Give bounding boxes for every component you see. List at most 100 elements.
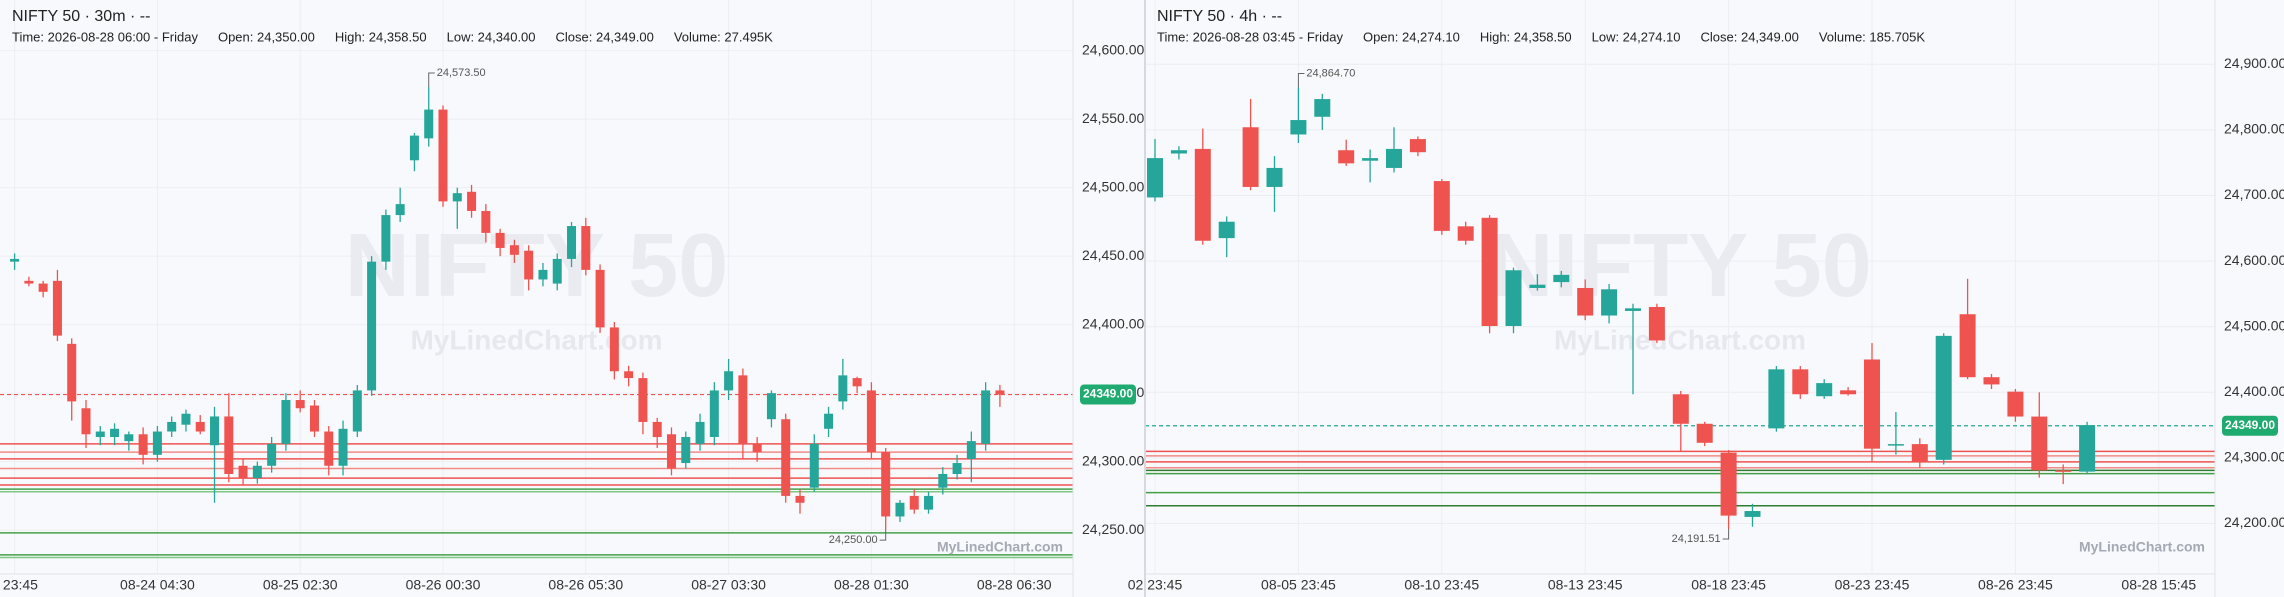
x-tick-label: 08-05 23:45 bbox=[1261, 577, 1336, 593]
candle-body bbox=[1672, 394, 1689, 424]
candle-body bbox=[395, 204, 405, 216]
candle-body bbox=[595, 269, 605, 328]
credit: MyLinedChart.com bbox=[2079, 539, 2205, 555]
watermark-site: MyLinedChart.com bbox=[1554, 324, 1806, 355]
candle-body bbox=[1840, 390, 1857, 395]
candle-body bbox=[1481, 217, 1498, 327]
x-tick-label: 08-23 23:45 bbox=[1835, 577, 1910, 593]
plot: NIFTY 50 MyLinedChart.com 24,573.50 24,250.… bbox=[0, 0, 1073, 574]
candle-body bbox=[624, 371, 634, 379]
annotation-label: 24,191.51 bbox=[1672, 533, 1721, 545]
price-tag bbox=[2222, 415, 2278, 436]
candle-body bbox=[538, 269, 548, 280]
annotation-label: 24,864.70 bbox=[1306, 67, 1355, 79]
y-tick-label: 24,800.00 bbox=[2224, 121, 2284, 137]
candle-body bbox=[1887, 444, 1904, 446]
candle-body bbox=[1218, 221, 1235, 239]
candle-body bbox=[1983, 377, 2000, 385]
candle-body bbox=[10, 258, 20, 262]
x-tick-label: 08-13 23:45 bbox=[1548, 577, 1623, 593]
candle-body bbox=[609, 327, 619, 372]
candle-body bbox=[581, 226, 591, 270]
candle-body bbox=[438, 109, 448, 202]
annotation-pointer bbox=[428, 72, 435, 87]
candle-body bbox=[409, 135, 419, 161]
candle-body bbox=[966, 441, 976, 459]
candle-body bbox=[38, 283, 48, 292]
y-tick-label: 24,500.00 bbox=[2224, 317, 2284, 333]
chart-panel: NIFTY 50 MyLinedChart.com 24,864.70 24,191.… bbox=[1128, 0, 2284, 597]
x-tick-label: 08-27 03:30 bbox=[691, 577, 766, 593]
info-item: Close: 24,349.00 bbox=[1701, 29, 1799, 44]
candle-body bbox=[138, 434, 148, 455]
credit: MyLinedChart.com bbox=[937, 539, 1063, 555]
candle-body bbox=[852, 378, 862, 387]
candle-body bbox=[638, 378, 648, 422]
candle-body bbox=[909, 495, 919, 510]
candle-body bbox=[1911, 444, 1928, 462]
y-tick-label: 24,250.00 bbox=[1082, 521, 1144, 537]
candle-body bbox=[1314, 99, 1331, 117]
candle-body bbox=[866, 390, 876, 453]
y-tick-label: 24,450.00 bbox=[1082, 247, 1144, 263]
annotation-label: 24,250.00 bbox=[829, 534, 878, 546]
x-tick-label: 08-26 23:45 bbox=[1978, 577, 2053, 593]
candle-body bbox=[152, 431, 162, 455]
info-item: Volume: 27.495K bbox=[674, 29, 773, 44]
x-tick-label: 08-24 04:30 bbox=[120, 577, 195, 593]
info-item: High: 24,358.50 bbox=[335, 29, 427, 44]
candle-body bbox=[67, 343, 77, 402]
candle-body bbox=[824, 413, 834, 429]
info-item: Open: 24,350.00 bbox=[218, 29, 315, 44]
y-tick-label: 24,500.00 bbox=[1082, 178, 1144, 194]
candle-body bbox=[695, 421, 705, 444]
info-item: Open: 24,274.10 bbox=[1363, 29, 1460, 44]
candle-body bbox=[552, 258, 562, 284]
candle-body bbox=[1194, 148, 1211, 241]
info-item: Time: 2026-08-28 03:45 - Friday bbox=[1157, 29, 1343, 44]
candle-body bbox=[652, 421, 662, 438]
candle-body bbox=[1816, 383, 1833, 397]
candle-body bbox=[324, 431, 334, 466]
candle-body bbox=[267, 443, 277, 466]
candle-body bbox=[1338, 150, 1355, 164]
candle-body bbox=[1744, 511, 1761, 517]
candle-body bbox=[1792, 369, 1809, 395]
candle-body bbox=[1242, 127, 1259, 187]
candle-body bbox=[210, 416, 220, 446]
candle-body bbox=[995, 390, 1005, 395]
candle-body bbox=[452, 193, 462, 202]
x-tick-label: 08-28 01:30 bbox=[834, 577, 909, 593]
x-tick-label: 02 23:45 bbox=[1128, 577, 1183, 593]
watermark-site: MyLinedChart.com bbox=[410, 324, 662, 355]
candle-body bbox=[567, 226, 577, 259]
info-item: Volume: 185.705K bbox=[1819, 29, 1926, 44]
candle-body bbox=[766, 393, 776, 420]
x-tick-label: 08-28 15:45 bbox=[2121, 577, 2196, 593]
candle-body bbox=[1505, 270, 1522, 327]
candle-body bbox=[52, 280, 62, 336]
candle-body bbox=[495, 232, 505, 248]
y-tick-label: 24,700.00 bbox=[2224, 186, 2284, 202]
x-tick-label: 08-10 23:45 bbox=[1404, 577, 1479, 593]
candle-body bbox=[1362, 158, 1379, 161]
candle-body bbox=[709, 390, 719, 438]
candle-body bbox=[124, 434, 134, 442]
y-tick-label: 24,400.00 bbox=[2224, 383, 2284, 399]
y-tick-label: 24,400.00 bbox=[1082, 315, 1144, 331]
candle-body bbox=[509, 245, 519, 255]
info-item: Close: 24,349.00 bbox=[556, 29, 654, 44]
y-tick-label: 24,300.00 bbox=[2224, 449, 2284, 465]
candle-body bbox=[1529, 284, 1546, 288]
candle-body bbox=[1959, 314, 1976, 378]
chart-title: NIFTY 50 · 4h · -- bbox=[1157, 8, 1282, 25]
x-tick-label: 08-25 02:30 bbox=[263, 577, 338, 593]
candle-body bbox=[1457, 226, 1474, 241]
plot: NIFTY 50 MyLinedChart.com 24,864.70 24,191.… bbox=[1145, 0, 2215, 574]
info-item: Time: 2026-08-28 06:00 - Friday bbox=[12, 29, 198, 44]
y-tick-label: 24,300.00 bbox=[1082, 452, 1144, 468]
candle-body bbox=[224, 416, 234, 474]
y-tick-label: 24,550.00 bbox=[1082, 110, 1144, 126]
info-item: Low: 24,340.00 bbox=[447, 29, 536, 44]
